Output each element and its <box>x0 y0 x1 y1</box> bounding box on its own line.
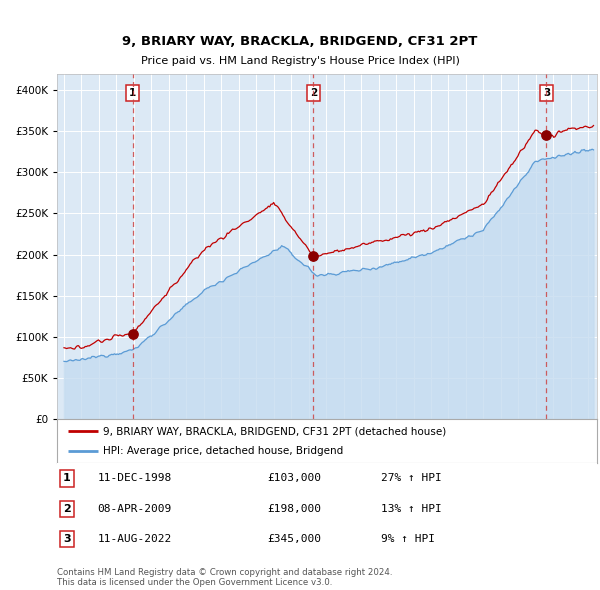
Point <box>308 251 318 261</box>
Text: 27% ↑ HPI: 27% ↑ HPI <box>381 473 442 483</box>
Text: Contains HM Land Registry data © Crown copyright and database right 2024.
This d: Contains HM Land Registry data © Crown c… <box>57 568 392 587</box>
Text: 1: 1 <box>129 88 136 98</box>
Text: 13% ↑ HPI: 13% ↑ HPI <box>381 504 442 514</box>
Text: 9, BRIARY WAY, BRACKLA, BRIDGEND, CF31 2PT (detached house): 9, BRIARY WAY, BRACKLA, BRIDGEND, CF31 2… <box>103 427 446 436</box>
Text: £103,000: £103,000 <box>268 473 322 483</box>
Text: 2: 2 <box>310 88 317 98</box>
Text: £345,000: £345,000 <box>268 535 322 545</box>
Text: 1: 1 <box>63 473 71 483</box>
Text: 11-AUG-2022: 11-AUG-2022 <box>97 535 172 545</box>
Text: £198,000: £198,000 <box>268 504 322 514</box>
Text: Price paid vs. HM Land Registry's House Price Index (HPI): Price paid vs. HM Land Registry's House … <box>140 56 460 65</box>
Text: HPI: Average price, detached house, Bridgend: HPI: Average price, detached house, Brid… <box>103 446 343 455</box>
Text: 9, BRIARY WAY, BRACKLA, BRIDGEND, CF31 2PT: 9, BRIARY WAY, BRACKLA, BRIDGEND, CF31 2… <box>122 35 478 48</box>
Text: 2: 2 <box>63 504 71 514</box>
Text: 3: 3 <box>543 88 550 98</box>
Text: 3: 3 <box>63 535 71 545</box>
Point <box>542 130 551 140</box>
Text: 08-APR-2009: 08-APR-2009 <box>97 504 172 514</box>
Text: 9% ↑ HPI: 9% ↑ HPI <box>381 535 435 545</box>
Text: 11-DEC-1998: 11-DEC-1998 <box>97 473 172 483</box>
Point <box>128 330 137 339</box>
